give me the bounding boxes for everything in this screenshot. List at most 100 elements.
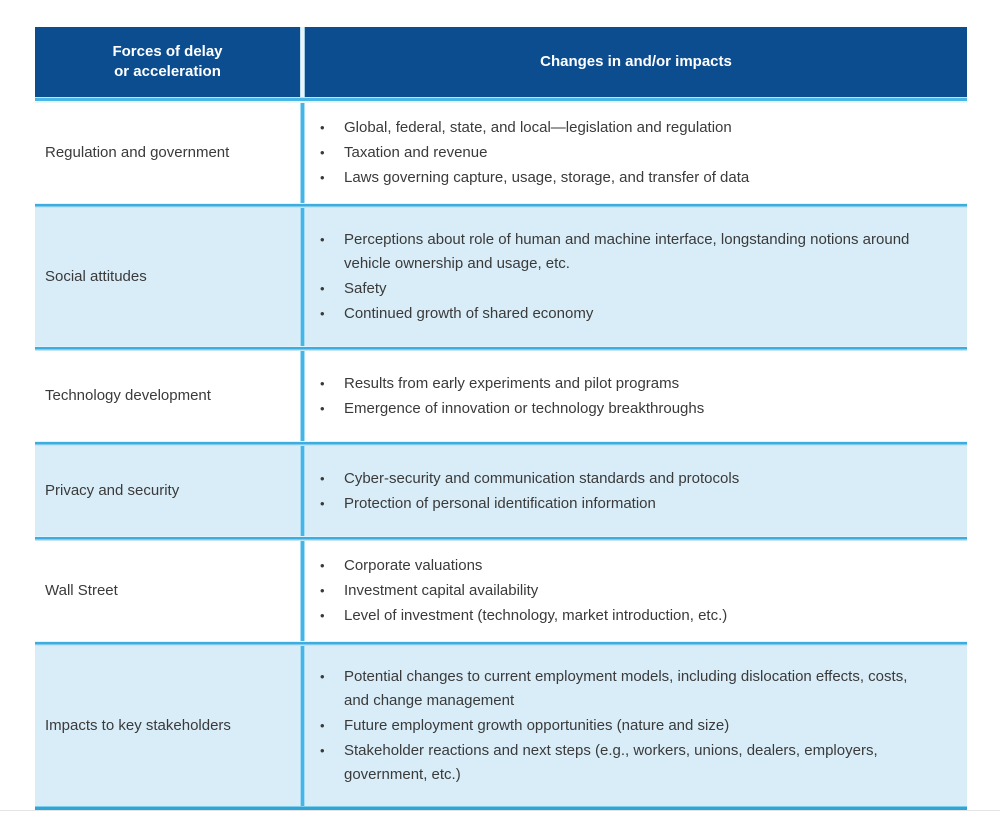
bullet-icon: •: [320, 743, 325, 758]
bullet-icon: •: [320, 583, 325, 598]
impacts-cell: • Corporate valuations • Investment capita…: [305, 541, 967, 641]
force-cell: Social attitudes: [35, 208, 300, 346]
impact-item: • Corporate valuations: [320, 554, 727, 578]
bullet-icon: •: [320, 495, 325, 511]
impact-item: • Emergence of innovation or technology b…: [320, 397, 704, 421]
bullet-icon: •: [320, 558, 325, 573]
force-cell: Impacts to key stakeholders: [35, 646, 300, 806]
row-divider: [35, 203, 967, 208]
bullet-icon: •: [320, 170, 325, 185]
impacts-list: • Cyber-security and communication standa…: [305, 466, 739, 517]
impact-item: • Level of investment (technology, market…: [320, 604, 727, 628]
force-cell: Privacy and security: [35, 446, 300, 536]
table-row: Technology development • Results from ear…: [35, 351, 967, 441]
force-cell: Regulation and government: [35, 103, 300, 203]
row-divider: [35, 536, 967, 541]
impact-text: Perceptions about role of human and mach…: [344, 231, 910, 272]
table-row: Impacts to key stakeholders • Potential c…: [35, 646, 967, 806]
force-cell: Technology development: [35, 351, 300, 441]
impacts-list: • Global, federal, state, and local—legis…: [305, 115, 749, 191]
impact-text: Global, federal, state, and local—legisl…: [344, 119, 732, 136]
impact-item: • Cyber-security and communication standa…: [320, 467, 739, 491]
impact-text: Taxation and revenue: [344, 144, 488, 161]
bullet-icon: •: [320, 669, 325, 684]
impact-item: • Safety: [320, 277, 932, 301]
force-label: Social attitudes: [45, 268, 147, 285]
column-divider: [300, 351, 305, 441]
impact-text: Corporate valuations: [344, 557, 483, 574]
table-bottom-border: [35, 806, 967, 810]
column-divider: [300, 541, 305, 641]
page-bottom-rule: [0, 810, 1000, 811]
header-impacts-label: Changes in and/or impacts: [540, 53, 732, 70]
header-impacts-cell: Changes in and/or impacts: [305, 27, 967, 97]
table-body: Regulation and government • Global, feder…: [35, 103, 967, 806]
bullet-icon: •: [320, 120, 325, 135]
column-divider: [300, 208, 305, 346]
impacts-cell: • Potential changes to current employment…: [305, 646, 967, 806]
impact-text: Cyber-security and communication standar…: [344, 469, 740, 487]
impacts-list: • Perceptions about role of human and mac…: [305, 227, 932, 327]
impact-text: Emergence of innovation or technology br…: [344, 399, 705, 417]
header-forces-line1: Forces of delay: [112, 43, 223, 60]
impact-item: • Future employment growth opportunities …: [320, 714, 932, 738]
column-divider: [300, 103, 305, 203]
header-column-divider: [300, 27, 305, 97]
impact-text: Continued growth of shared economy: [344, 305, 594, 322]
force-label: Wall Street: [45, 582, 118, 599]
forces-impacts-table: Forces of delay or acceleration Changes …: [35, 27, 967, 810]
impacts-list: • Results from early experiments and pilo…: [305, 371, 704, 422]
header-forces-cell: Forces of delay or acceleration: [35, 27, 300, 97]
bullet-icon: •: [320, 306, 325, 321]
impact-item: • Protection of personal identification i…: [320, 492, 739, 516]
impact-item: • Taxation and revenue: [320, 141, 749, 165]
impact-text: Results from early experiments and pilot…: [344, 374, 680, 392]
row-divider: [35, 441, 967, 446]
impact-item: • Potential changes to current employment…: [320, 665, 932, 713]
impact-item: • Investment capital availability: [320, 579, 727, 603]
force-label: Technology development: [45, 387, 211, 404]
row-divider: [35, 346, 967, 351]
impacts-cell: • Perceptions about role of human and mac…: [305, 208, 967, 346]
bullet-icon: •: [320, 281, 325, 296]
bullet-icon: •: [320, 608, 325, 623]
impact-text: Protection of personal identification in…: [344, 494, 656, 512]
impacts-cell: • Global, federal, state, and local—legis…: [305, 103, 967, 203]
impacts-cell: • Results from early experiments and pilo…: [305, 351, 967, 441]
force-label: Privacy and security: [45, 482, 180, 499]
impact-item: • Laws governing capture, usage, storage,…: [320, 166, 749, 190]
impacts-list: • Potential changes to current employment…: [305, 664, 932, 788]
bullet-icon: •: [320, 470, 325, 486]
force-label: Regulation and government: [45, 144, 230, 161]
impact-item: • Global, federal, state, and local—legis…: [320, 116, 749, 140]
table-row: Social attitudes • Perceptions about role…: [35, 208, 967, 346]
bullet-icon: •: [320, 145, 325, 160]
impact-text: Future employment growth opportunities (…: [344, 717, 730, 734]
column-divider: [300, 446, 305, 536]
impact-item: • Stakeholder reactions and next steps (e…: [320, 739, 932, 787]
column-divider: [300, 646, 305, 806]
header-divider: [35, 97, 967, 103]
force-label: Impacts to key stakeholders: [45, 717, 231, 734]
table-row: Privacy and security • Cyber-security and…: [35, 446, 967, 536]
impact-text: Investment capital availability: [344, 582, 539, 599]
bullet-icon: •: [320, 718, 325, 733]
bullet-icon: •: [320, 400, 325, 416]
impact-item: • Perceptions about role of human and mac…: [320, 228, 932, 276]
impact-text: Stakeholder reactions and next steps (e.…: [344, 742, 878, 783]
impact-text: Laws governing capture, usage, storage, …: [344, 169, 750, 186]
row-divider: [35, 641, 967, 646]
impact-text: Potential changes to current employment …: [344, 668, 908, 709]
table-header: Forces of delay or acceleration Changes …: [35, 27, 967, 97]
table-row: Regulation and government • Global, feder…: [35, 103, 967, 203]
impact-item: • Results from early experiments and pilo…: [320, 372, 704, 396]
table-row: Wall Street • Corporate valuations • Inves…: [35, 541, 967, 641]
impact-item: • Continued growth of shared economy: [320, 302, 932, 326]
impacts-list: • Corporate valuations • Investment capita…: [305, 553, 727, 629]
impact-text: Safety: [344, 280, 387, 297]
bullet-icon: •: [320, 375, 325, 391]
impacts-cell: • Cyber-security and communication standa…: [305, 446, 967, 536]
force-cell: Wall Street: [35, 541, 300, 641]
bullet-icon: •: [320, 232, 325, 247]
